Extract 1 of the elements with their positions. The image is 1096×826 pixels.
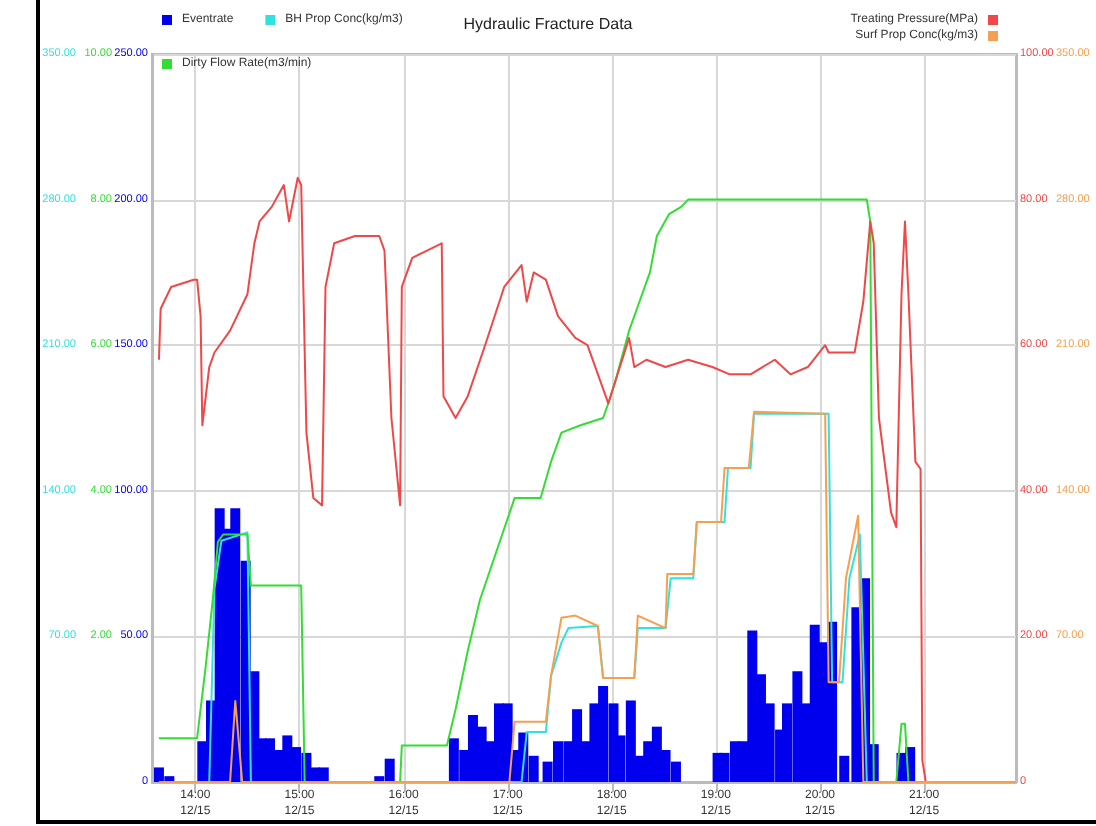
chart-title: Hydraulic Fracture Data <box>463 15 634 33</box>
